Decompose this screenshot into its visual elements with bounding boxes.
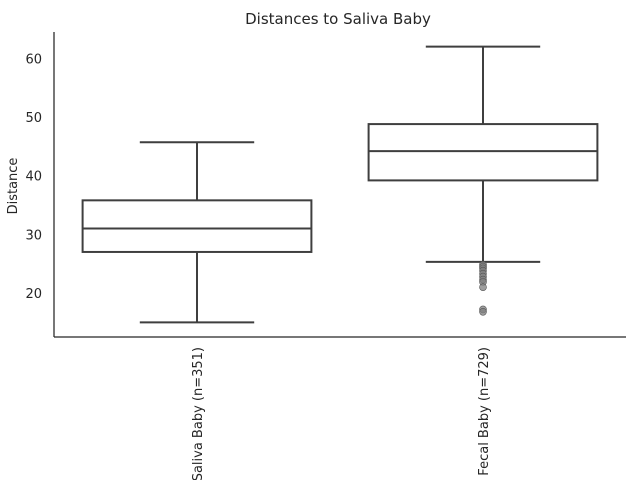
y-tick-label: 30: [25, 228, 42, 243]
iqr-box: [367, 123, 599, 182]
x-tick-label: Saliva Baby (n=351): [191, 347, 206, 480]
y-tick-label: 60: [25, 52, 42, 67]
iqr-box: [81, 199, 313, 253]
outlier-point: [479, 307, 487, 316]
chart-title: Distances to Saliva Baby: [245, 10, 431, 28]
y-tick-label: 20: [25, 287, 42, 302]
x-tick-label: Fecal Baby (n=729): [477, 347, 492, 476]
y-tick-label: 50: [25, 111, 42, 126]
y-axis-label: Distance: [6, 158, 21, 215]
outlier-point: [479, 283, 487, 291]
y-tick-label: 40: [25, 170, 42, 185]
plot-area: 20 30 40 50 60 Saliva Baby (n=351) Fecal Baby …: [25, 32, 626, 480]
